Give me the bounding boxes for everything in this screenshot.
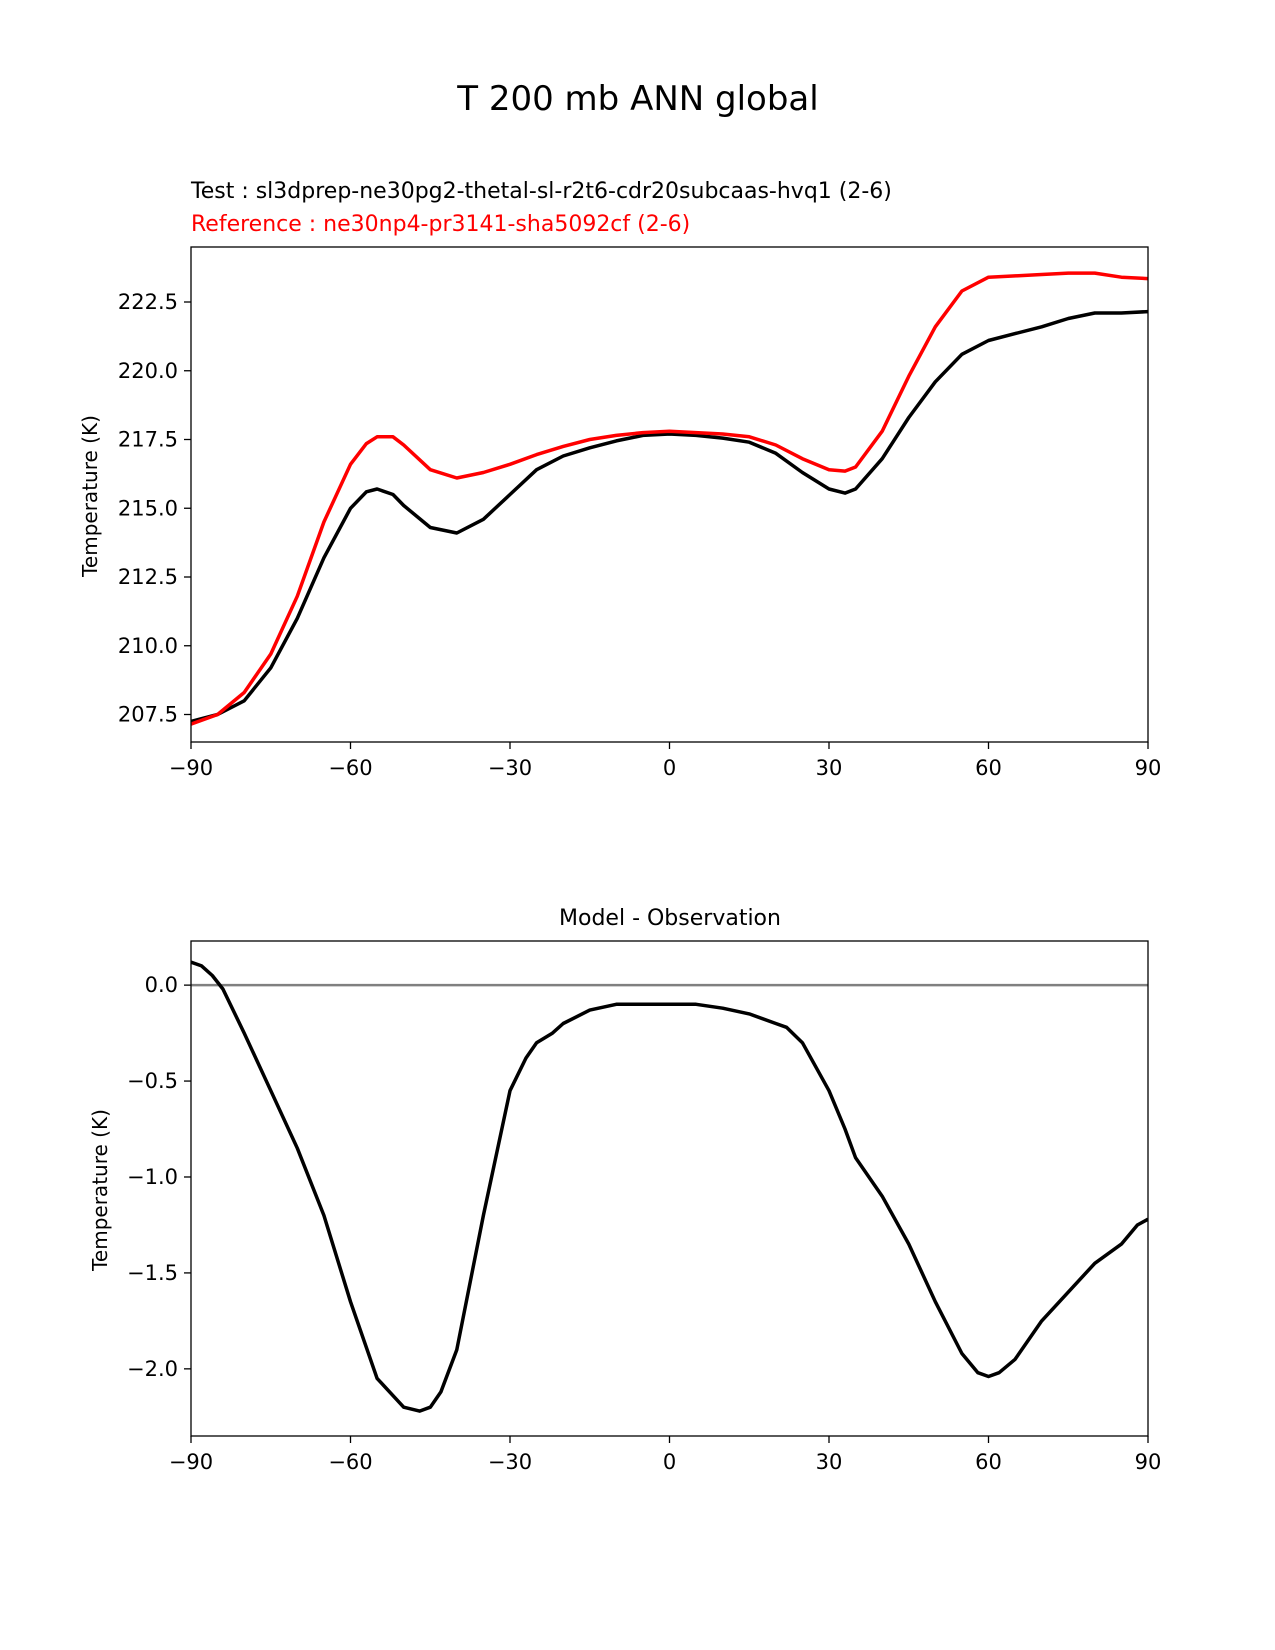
x-tick-label: −90 <box>169 1450 213 1474</box>
x-tick-label: −60 <box>328 756 372 780</box>
x-tick-label: −30 <box>488 756 532 780</box>
y-axis-label: Temperature (K) <box>88 1109 112 1272</box>
y-tick-label: 212.5 <box>118 565 178 589</box>
x-tick-label: −30 <box>488 1450 532 1474</box>
x-tick-label: 30 <box>816 756 843 780</box>
series-line-reference <box>191 271 1148 726</box>
y-tick-label: 215.0 <box>118 496 178 520</box>
difference-plot: −90 −60 −30 0 30 60 90 0.0 −0.5 −1.0 −1.5 −2.0 <box>127 940 1162 1474</box>
y-tick-label: 217.5 <box>118 428 178 452</box>
y-tick-label: 222.5 <box>118 290 178 314</box>
x-tick-label: −90 <box>169 756 213 780</box>
y-tick-label: −0.5 <box>127 1069 178 1093</box>
x-tick-label: 60 <box>975 1450 1002 1474</box>
series-line-difference <box>191 960 1148 1413</box>
x-tick-label: 90 <box>1135 1450 1162 1474</box>
y-tick-label: −1.0 <box>127 1165 178 1189</box>
test-label: Test : sl3dprep-ne30pg2-thetal-sl-r2t6-c… <box>190 179 892 204</box>
temperature-plot: −90 −60 −30 0 30 60 90 207.5 210.0 212.5 215.0 217.… <box>118 246 1162 780</box>
x-tick-label: 0 <box>663 1450 676 1474</box>
x-tick-label: 90 <box>1135 756 1162 780</box>
figure-title: T 200 mb ANN global <box>456 79 818 119</box>
y-tick-label: −2.0 <box>127 1357 178 1381</box>
y-tick-label: −1.5 <box>127 1261 178 1285</box>
y-tick-label: 207.5 <box>118 703 178 727</box>
x-tick-label: 30 <box>816 1450 843 1474</box>
y-axis-label: Temperature (K) <box>78 415 102 578</box>
y-tick-label: 0.0 <box>145 973 178 997</box>
x-tick-label: −60 <box>328 1450 372 1474</box>
y-tick-label: 220.0 <box>118 359 178 383</box>
plot-frame <box>190 940 1149 1437</box>
plot-frame <box>190 246 1149 743</box>
y-tick-label: 210.0 <box>118 634 178 658</box>
x-tick-label: 0 <box>663 756 676 780</box>
x-tick-label: 60 <box>975 756 1002 780</box>
series-line-test <box>191 309 1148 724</box>
reference-label: Reference : ne30np4-pr3141-sha5092cf (2-… <box>191 212 690 237</box>
difference-plot-title: Model - Observation <box>559 906 781 931</box>
